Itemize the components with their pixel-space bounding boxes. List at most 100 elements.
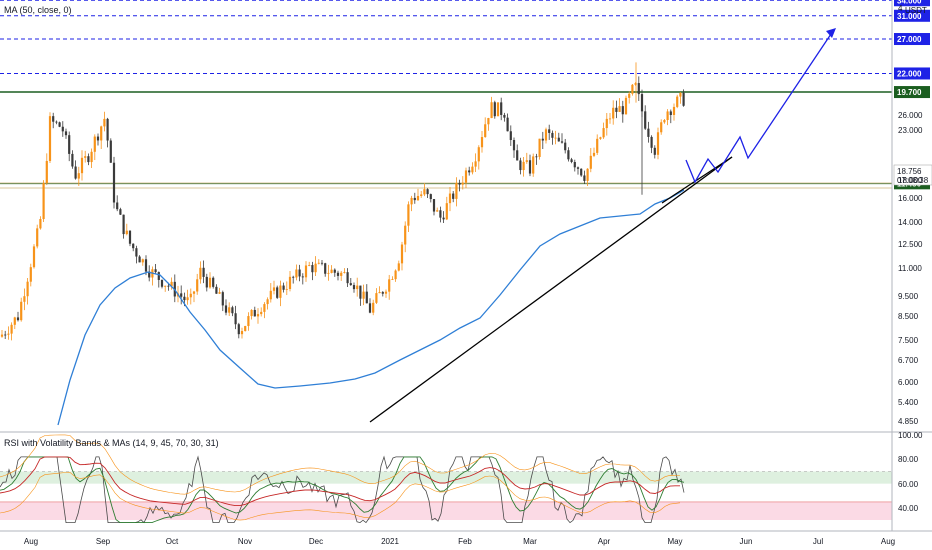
candle-body (61, 126, 64, 132)
candle-body (141, 259, 144, 263)
candle-body (644, 111, 647, 129)
candle-body (29, 267, 32, 282)
candle-body (87, 156, 90, 163)
candle-body (487, 118, 490, 125)
candle-body (330, 269, 333, 273)
candle-body (666, 111, 669, 121)
price-tick-label: 5.400 (898, 398, 919, 407)
rsi-ma-line (0, 456, 685, 524)
candle-body (468, 170, 471, 173)
candle-body (660, 122, 663, 133)
candle-body (407, 204, 410, 226)
candle-body (231, 307, 234, 314)
time-tick-label: Oct (166, 537, 179, 546)
candle-body (301, 276, 304, 278)
candle-body (327, 272, 330, 274)
sr-level-tag (894, 86, 930, 99)
candle-body (272, 287, 276, 291)
time-tick-label: Jul (813, 537, 823, 546)
candle-body (464, 170, 468, 183)
candle-body (26, 281, 29, 297)
price-tick-label: 6.000 (898, 378, 919, 387)
candle-body (448, 193, 452, 204)
candle-body (154, 269, 157, 273)
candle-body (384, 291, 388, 294)
rsi-tick-label: 60.00 (898, 480, 919, 489)
candle-body (164, 285, 167, 287)
target-level-tag (894, 9, 930, 22)
candle-body (282, 285, 285, 290)
candle-body (442, 217, 445, 220)
candle-body (340, 272, 343, 276)
candle-body (391, 279, 394, 280)
candle-body (247, 316, 250, 327)
candle-body (138, 256, 141, 263)
candle-body (496, 102, 500, 117)
price-tick-label: 23.000 (898, 126, 923, 135)
candle-body (368, 303, 372, 313)
candle-body (196, 279, 199, 292)
time-tick-label: Jun (740, 537, 753, 546)
candle-body (602, 128, 605, 138)
candle-body (612, 107, 615, 119)
candle-body (93, 136, 96, 152)
candle-body (269, 290, 272, 300)
candle-body (253, 309, 256, 317)
candle-body (304, 265, 308, 278)
target-level-tag (894, 33, 930, 46)
candle-body (621, 106, 624, 115)
candle-body (381, 292, 384, 294)
candle-body (637, 83, 640, 95)
candle-body (266, 299, 269, 305)
candle-body (503, 114, 506, 118)
candle-body (224, 305, 228, 313)
candle-body (135, 248, 138, 257)
last-price-countdown: 07:08:38 (897, 176, 929, 185)
candle-body (202, 267, 205, 277)
candle-body (378, 292, 381, 294)
price-tick-label: 6.700 (898, 356, 919, 365)
candle-body (647, 128, 650, 137)
candle-body (573, 162, 576, 168)
sr-level-label: 19.700 (897, 88, 922, 97)
candle-body (80, 157, 84, 174)
candle-body (52, 116, 55, 122)
candle-body (148, 271, 151, 278)
candle-body (116, 202, 119, 210)
candle-body (221, 292, 224, 306)
candle-body (170, 281, 173, 287)
candle-body (128, 230, 132, 244)
candle-body (416, 195, 420, 201)
price-tick-label: 7.500 (898, 336, 919, 345)
candle-body (109, 140, 112, 163)
candle-body (615, 107, 618, 112)
candle-body (506, 117, 509, 132)
candle-body (541, 138, 544, 141)
candle-body (480, 137, 484, 148)
candle-body (100, 126, 103, 141)
candle-body (160, 279, 164, 287)
target-level-tag (894, 0, 930, 7)
candle-body (32, 246, 36, 268)
time-tick-label: 2021 (381, 537, 399, 546)
candle-body (436, 210, 439, 212)
candle-body (320, 262, 324, 264)
candle-body (276, 287, 279, 298)
candle-body (509, 131, 512, 141)
time-tick-label: Nov (238, 537, 252, 546)
candle-body (228, 307, 231, 313)
candle-body (576, 167, 580, 169)
candle-body (288, 276, 292, 289)
price-pane: 39.00034.00031.00027.00022.00019.70011.4… (0, 0, 932, 426)
candle-body (583, 175, 586, 181)
candle-body (13, 317, 16, 325)
candle-body (608, 118, 612, 120)
candle-body (423, 189, 426, 195)
candle-body (551, 132, 554, 138)
candle-body (106, 118, 109, 141)
candle-body (212, 277, 215, 287)
candle-body (519, 160, 522, 171)
price-tick-label: 18.000 (898, 176, 923, 185)
rsi-indicator-label: RSI with Volatility Bands & MAs (14, 9, … (4, 438, 219, 448)
candle-body (592, 152, 596, 156)
